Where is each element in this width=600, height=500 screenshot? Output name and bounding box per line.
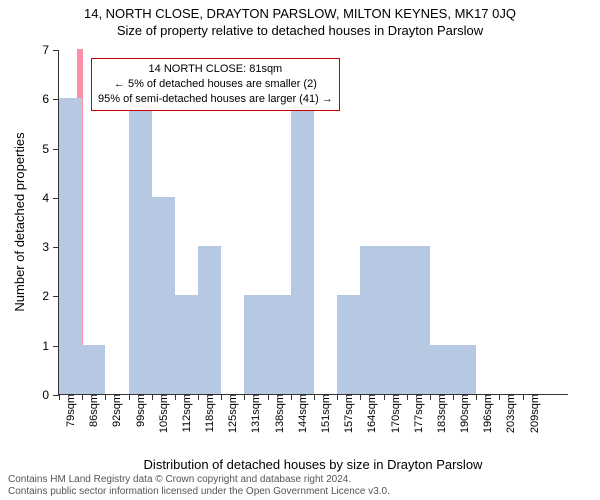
x-tick-label: 118sqm: [198, 394, 216, 432]
x-tick-label: 196sqm: [476, 394, 494, 433]
y-tick-label: 7: [42, 43, 59, 57]
x-tick-label: 105sqm: [152, 394, 170, 433]
page-subtitle: Size of property relative to detached ho…: [0, 23, 600, 38]
x-tick-label: 170sqm: [384, 394, 402, 433]
y-tick-label: 5: [42, 142, 59, 156]
y-tick-label: 0: [42, 388, 59, 402]
x-tick-label: 177sqm: [407, 394, 425, 433]
x-tick-label: 86sqm: [82, 394, 100, 427]
x-tick-label: 131sqm: [244, 394, 262, 433]
bar: [430, 345, 453, 394]
y-tick-label: 2: [42, 289, 59, 303]
x-tick-label: 112sqm: [175, 394, 193, 432]
x-tick-label: 157sqm: [337, 394, 355, 433]
bar: [360, 246, 383, 394]
bar: [129, 98, 152, 394]
x-tick-label: 151sqm: [314, 394, 332, 433]
callout-line1: 14 NORTH CLOSE: 81sqm: [98, 62, 333, 77]
x-tick-label: 138sqm: [268, 394, 286, 433]
x-tick-label: 209sqm: [523, 394, 541, 433]
callout-line3: 95% of semi-detached houses are larger (…: [98, 92, 333, 107]
x-tick-label: 99sqm: [129, 394, 147, 427]
bar: [82, 345, 105, 394]
bar: [59, 98, 82, 394]
bar: [384, 246, 407, 394]
bar: [407, 246, 430, 394]
x-tick-label: 190sqm: [453, 394, 471, 433]
bar: [152, 197, 175, 394]
y-tick-label: 1: [42, 339, 59, 353]
x-tick-label: 203sqm: [499, 394, 517, 433]
callout-line2: ← 5% of detached houses are smaller (2): [98, 77, 333, 92]
x-tick-label: 79sqm: [59, 394, 77, 427]
bar: [268, 295, 291, 394]
y-tick-label: 6: [42, 92, 59, 106]
page-title: 14, NORTH CLOSE, DRAYTON PARSLOW, MILTON…: [0, 6, 600, 21]
x-tick-label: 92sqm: [105, 394, 123, 427]
bar: [244, 295, 267, 394]
footer-line2: Contains public sector information licen…: [8, 486, 390, 498]
callout-box: 14 NORTH CLOSE: 81sqm← 5% of detached ho…: [91, 58, 340, 111]
bar: [453, 345, 476, 394]
x-tick-label: 144sqm: [291, 394, 309, 433]
y-axis-label: Number of detached properties: [12, 50, 27, 395]
bar: [198, 246, 221, 394]
y-tick-label: 3: [42, 240, 59, 254]
bar: [291, 98, 314, 394]
x-tick-label: 164sqm: [360, 394, 378, 433]
footer: Contains HM Land Registry data © Crown c…: [8, 474, 390, 498]
x-tick-label: 125sqm: [221, 394, 239, 433]
y-tick-label: 4: [42, 191, 59, 205]
bar: [175, 295, 198, 394]
footer-line1: Contains HM Land Registry data © Crown c…: [8, 474, 390, 486]
chart: 0123456779sqm86sqm92sqm99sqm105sqm112sqm…: [58, 50, 568, 395]
bar: [337, 295, 360, 394]
x-axis-label: Distribution of detached houses by size …: [58, 457, 568, 472]
plot-area: 0123456779sqm86sqm92sqm99sqm105sqm112sqm…: [58, 50, 568, 395]
x-tick-label: 183sqm: [430, 394, 448, 433]
